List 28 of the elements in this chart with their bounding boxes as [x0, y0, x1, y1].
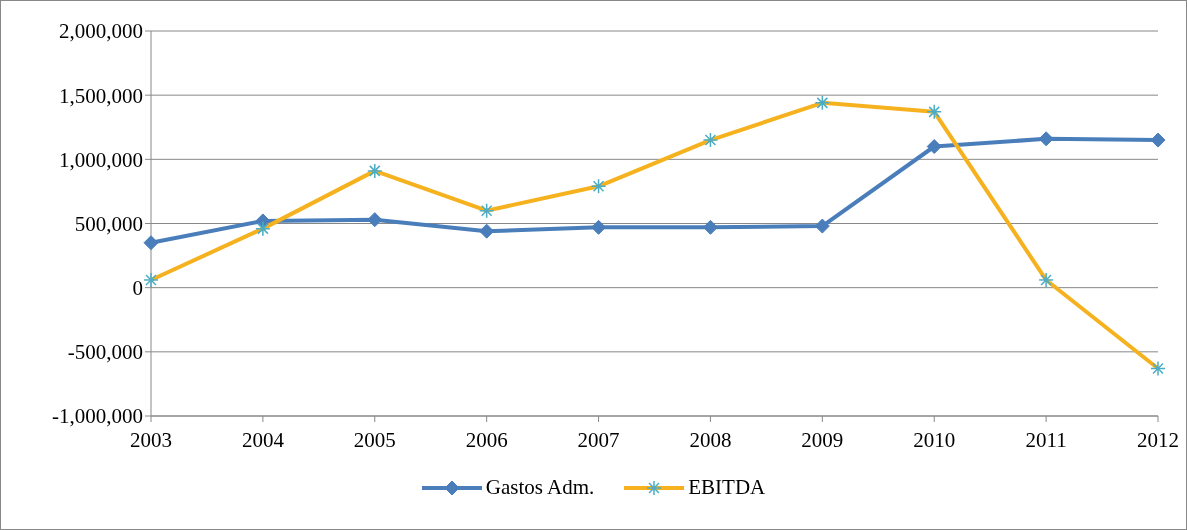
point: [814, 218, 830, 234]
y-tick-label: 1,000,000: [59, 147, 143, 172]
legend-label: EBITDA: [688, 475, 766, 500]
y-tick-label: 500,000: [74, 211, 143, 236]
x-tick-label: 2006: [465, 427, 508, 452]
x-tick-label: 2004: [241, 427, 285, 452]
y-tick-label: 0: [132, 276, 143, 301]
point: [1150, 132, 1166, 148]
y-tick-label: -500,000: [67, 340, 143, 365]
point: [591, 219, 607, 235]
x-tick-label: 2011: [1025, 427, 1067, 452]
x-tick-label: 2003: [130, 427, 172, 452]
y-tick-label: 1,500,000: [59, 83, 143, 108]
x-tick-label: 2010: [913, 427, 956, 452]
x-tick-label: 2009: [801, 427, 844, 452]
point: [702, 219, 718, 235]
x-tick-label: 2008: [689, 427, 732, 452]
y-tick-label: -1,000,000: [52, 404, 143, 429]
x-tick-label: 2012: [1137, 427, 1179, 452]
point: [367, 212, 383, 228]
legend-label: Gastos Adm.: [485, 475, 595, 500]
x-tick-label: 2005: [353, 427, 396, 452]
point: [479, 223, 495, 239]
point: [1038, 131, 1054, 147]
point: [926, 139, 942, 154]
point: [143, 235, 159, 251]
y-tick-label: 2,000,000: [59, 19, 143, 44]
x-tick-label: 2007: [577, 427, 620, 452]
